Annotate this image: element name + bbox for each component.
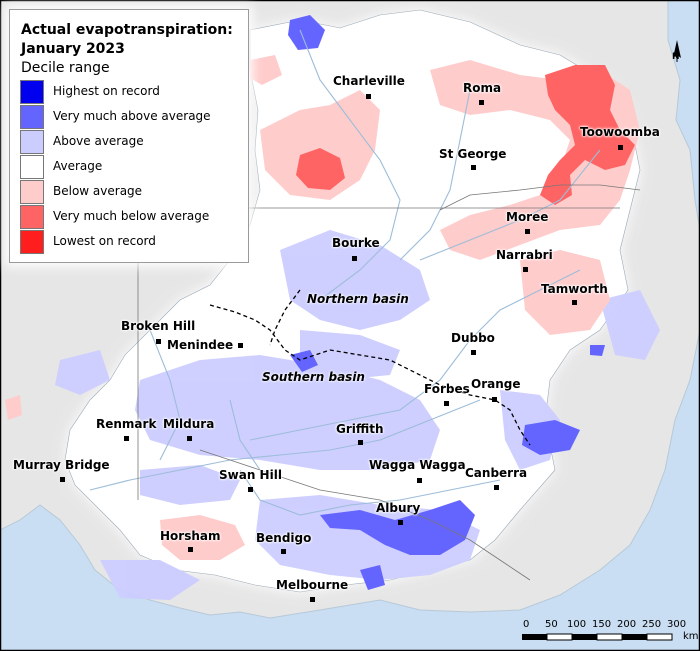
- town-label-renmark: Renmark: [96, 417, 157, 431]
- town-dot-melbourne: [310, 597, 315, 602]
- legend-item-highest: Highest on record: [20, 80, 245, 104]
- town-label-horsham: Horsham: [160, 529, 221, 543]
- very-much-above-regions: [288, 15, 605, 590]
- town-label-swan-hill: Swan Hill: [219, 468, 282, 482]
- town-label-narrabri: Narrabri: [496, 248, 553, 262]
- legend-label: Very much below average: [53, 209, 210, 223]
- legend-swatch: [20, 205, 44, 229]
- southern-basin-label: Southern basin: [262, 370, 365, 384]
- legend-item-above: Above average: [20, 130, 245, 154]
- legend-swatch: [20, 80, 44, 104]
- town-dot-toowoomba: [618, 145, 623, 150]
- town-dot-broken-hill: [156, 339, 161, 344]
- town-dot-canberra: [494, 485, 499, 490]
- town-dot-murray-bridge: [60, 477, 65, 482]
- rivers: [89, 29, 601, 516]
- legend-title-line2: January 2023: [21, 41, 125, 57]
- northern-basin-label: Northern basin: [307, 292, 409, 306]
- legend-swatch: [20, 130, 44, 154]
- scale-tick-200: 200: [617, 619, 637, 630]
- town-dot-menindee: [238, 343, 243, 348]
- legend-item-very-much-above: Very much above average: [20, 105, 245, 129]
- very-much-below-regions: [296, 65, 635, 205]
- town-dot-albury: [398, 520, 403, 525]
- town-label-albury: Albury: [376, 501, 421, 515]
- town-label-charleville: Charleville: [333, 74, 405, 88]
- map-legend: Actual evapotranspiration: January 2023 …: [9, 9, 249, 263]
- legend-label: Average: [53, 159, 103, 173]
- north-arrow-label: N: [672, 52, 680, 62]
- town-label-melbourne: Melbourne: [276, 578, 349, 592]
- basin-boundary: [209, 304, 531, 446]
- town-dot-dubbo: [471, 350, 476, 355]
- town-label-broken-hill: Broken Hill: [121, 319, 196, 333]
- town-dot-st-george: [471, 165, 476, 170]
- town-dot-horsham: [188, 547, 193, 552]
- legend-title-line1: Actual evapotranspiration:: [21, 22, 233, 38]
- scale-tick-250: 250: [642, 619, 662, 630]
- legend-item-average: Average: [20, 155, 245, 179]
- town-dot-orange: [492, 397, 497, 402]
- town-label-mildura: Mildura: [163, 417, 215, 431]
- town-label-menindee: Menindee: [167, 338, 234, 352]
- town-dot-bourke: [352, 256, 357, 261]
- scale-tick-150: 150: [592, 619, 612, 630]
- town-dot-tamworth: [572, 300, 577, 305]
- legend-swatch: [20, 180, 44, 204]
- town-label-orange: Orange: [471, 377, 521, 391]
- town-dot-forbes: [444, 401, 449, 406]
- legend-swatch: [20, 230, 44, 254]
- town-label-murray-bridge: Murray Bridge: [13, 458, 110, 472]
- town-label-dubbo: Dubbo: [451, 331, 495, 345]
- town-label-roma: Roma: [463, 81, 502, 95]
- town-label-tamworth: Tamworth: [541, 282, 608, 296]
- legend-swatch: [20, 155, 44, 179]
- legend-label: Lowest on record: [53, 234, 156, 248]
- town-dot-roma: [479, 100, 484, 105]
- legend-subtitle: Decile range: [21, 60, 110, 76]
- north-arrow-graphic: [673, 40, 681, 62]
- town-label-canberra: Canberra: [465, 466, 528, 480]
- scale-tick-300: 300: [667, 619, 687, 630]
- town-dot-bendigo: [281, 549, 286, 554]
- scale-tick-0: 0: [523, 619, 530, 630]
- town-dot-mildura: [187, 436, 192, 441]
- legend-label: Above average: [53, 134, 144, 148]
- town-label-bendigo: Bendigo: [256, 531, 312, 545]
- legend-swatch: [20, 105, 44, 129]
- town-label-moree: Moree: [506, 210, 549, 224]
- legend-label: Below average: [53, 184, 143, 198]
- legend-item-lowest: Lowest on record: [20, 230, 245, 254]
- scale-unit: km: [683, 631, 699, 642]
- scale-bar-graphic: [522, 633, 673, 641]
- town-label-st-george: St George: [439, 147, 507, 161]
- scale-tick-100: 100: [567, 619, 587, 630]
- legend-item-below: Below average: [20, 180, 245, 204]
- town-label-bourke: Bourke: [332, 236, 380, 250]
- town-dot-swan-hill: [248, 487, 253, 492]
- legend-item-very-much-below: Very much below average: [20, 205, 245, 229]
- town-dot-moree: [525, 229, 530, 234]
- basin-boundary-north: [269, 289, 301, 346]
- town-label-forbes: Forbes: [424, 382, 470, 396]
- legend-label: Very much above average: [53, 109, 211, 123]
- town-label-toowoomba: Toowoomba: [580, 125, 660, 139]
- town-dot-renmark: [124, 436, 129, 441]
- town-dot-charleville: [366, 94, 371, 99]
- town-label-griffith: Griffith: [336, 422, 384, 436]
- scale-tick-50: 50: [545, 619, 558, 630]
- legend-label: Highest on record: [53, 84, 160, 98]
- town-dot-wagga-wagga: [417, 478, 422, 483]
- town-dot-griffith: [358, 440, 363, 445]
- town-dot-narrabri: [523, 267, 528, 272]
- town-label-wagga-wagga: Wagga Wagga: [369, 458, 466, 472]
